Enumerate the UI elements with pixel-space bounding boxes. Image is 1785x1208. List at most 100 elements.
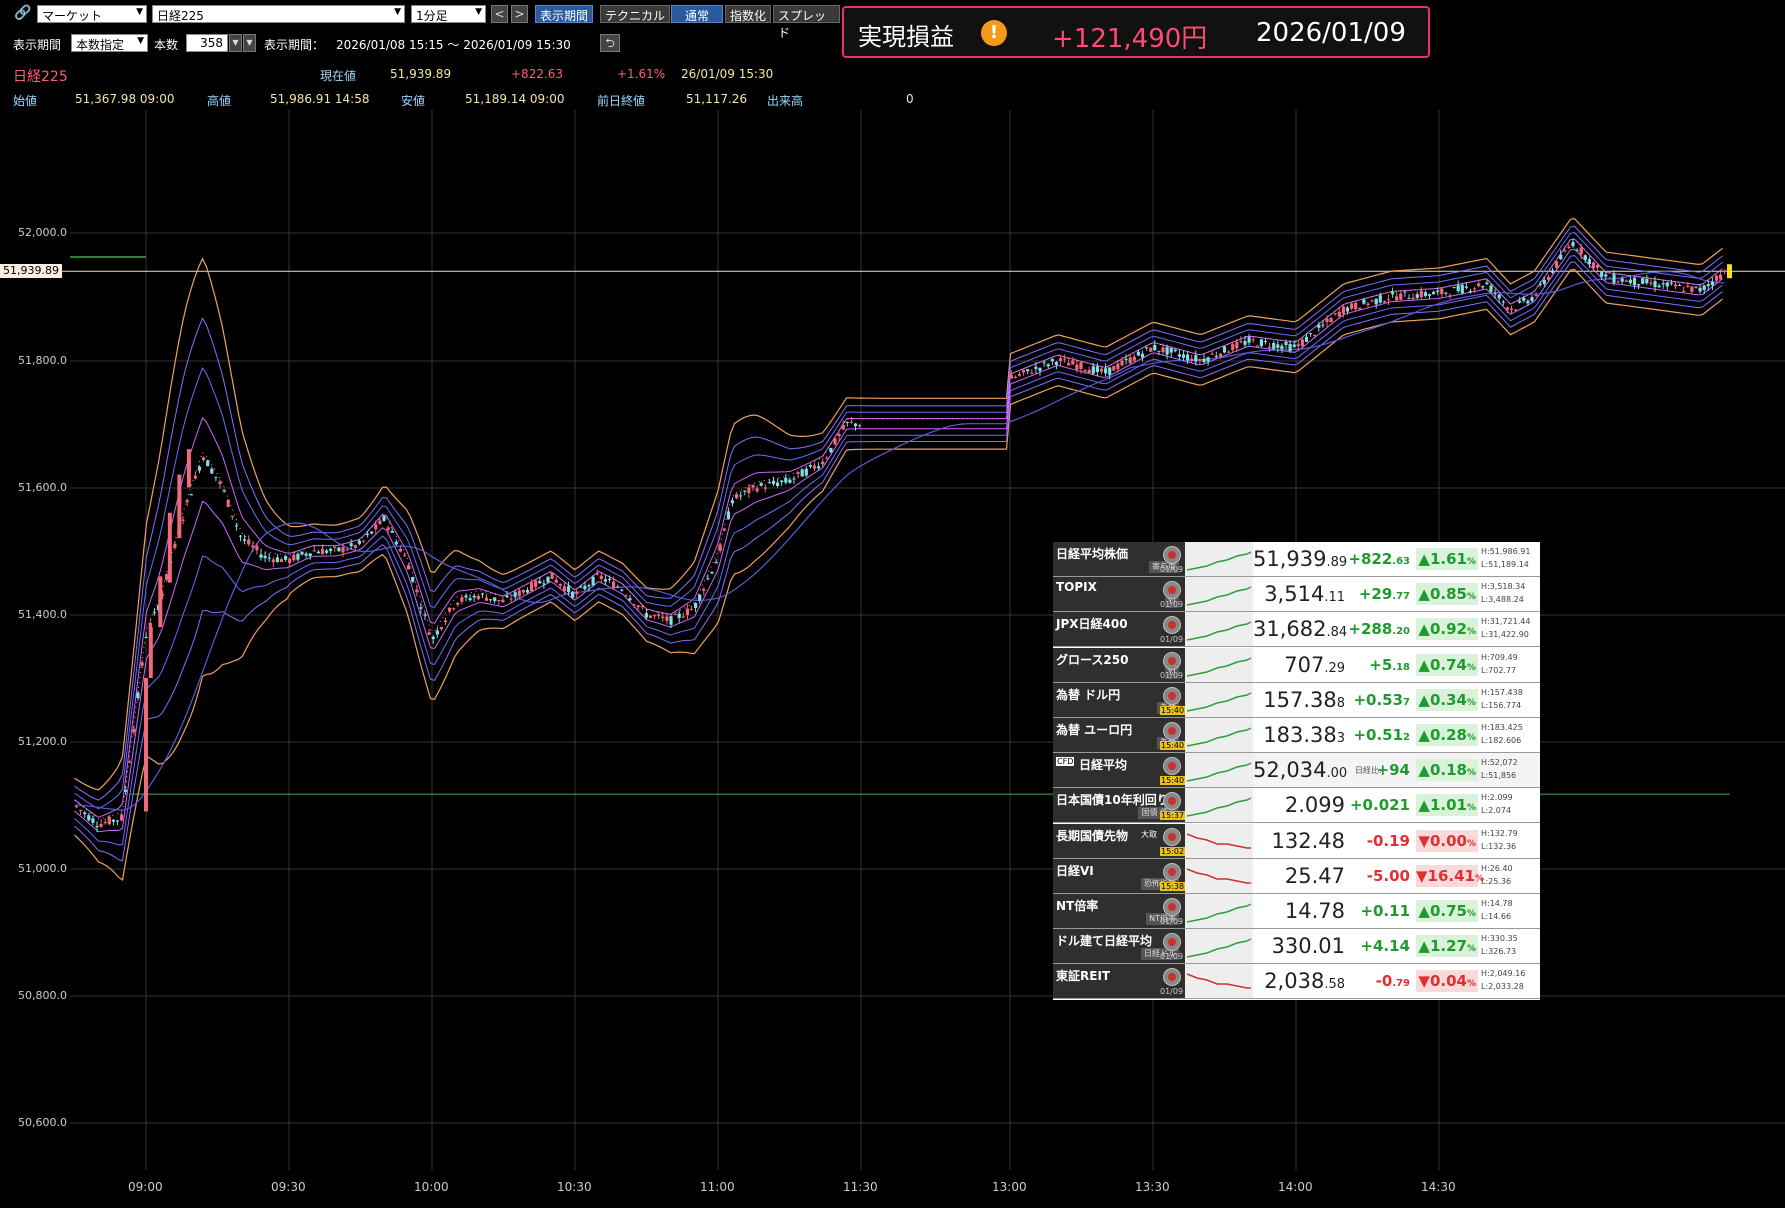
period-mode-select[interactable]: 本数指定 ▼ [71,34,148,52]
candle-body [566,586,571,592]
market-name: TOPIX [1056,580,1097,595]
market-price: 2.099 [1253,788,1345,822]
market-row[interactable]: NT倍率 NT倍率 01/09 14.78 +0.11 ▲0.75% H:14.78 L:14… [1053,894,1540,929]
sparkline [1185,929,1253,964]
flag-icon [1163,757,1181,776]
market-name-cell: NT倍率 NT倍率 01/09 [1053,894,1185,928]
warning-icon[interactable]: ! [981,20,1007,46]
symbol-select-value: 日経225 [157,9,204,23]
candle-body [607,578,612,580]
market-row[interactable]: TOPIX Y! 01/09 3,514.11 +29.77 ▲0.85% H:3,518.… [1053,577,1540,613]
market-row[interactable]: 日経平均株価 寄与度 01/09 51,939.89 +822.63 ▲1.61% H:51… [1053,542,1540,577]
market-row[interactable]: 為替 ユーロ円為替15:40183.383+0.512▲0.28%H:183.4… [1053,718,1540,753]
candle-body [1423,292,1427,297]
candle-body [1222,346,1227,353]
count-input[interactable]: 358 [186,34,228,52]
normal-button[interactable]: 通常 [671,5,723,23]
flag-icon [1163,827,1181,846]
price-sub: 8 [1336,695,1345,711]
candle-body [464,595,468,598]
interval-select[interactable]: 1分足 ▼ [411,5,486,23]
market-select[interactable]: マーケット ▼ [37,5,147,23]
candle-body [1719,274,1723,280]
market-sub-button[interactable]: 寄与度 [1149,561,1179,573]
market-low: L:326.73 [1481,947,1517,957]
market-high-low: H:51,986.91 L:51,189.14 [1481,545,1530,571]
market-sub-button[interactable]: Y! [1164,596,1179,609]
candle-body [333,546,337,548]
candle-body [1690,286,1694,292]
candle-body [1116,363,1120,370]
candle-body [74,806,79,808]
candle-body [1440,288,1444,295]
candle-body [1555,261,1559,268]
price-sub: 3 [1336,731,1345,746]
candle-body [1128,357,1132,364]
prev-button[interactable]: < [491,5,508,23]
count-stepper[interactable]: ▼ [229,34,242,52]
return-icon[interactable]: ⮌ [600,34,620,52]
market-high: H:709.49 [1481,652,1518,662]
candle-body [1456,285,1460,292]
market-row[interactable]: 為替 ドル円為替15:40157.388+0.537▲0.34%H:157.43… [1053,682,1540,718]
candle-body [1546,276,1550,280]
market-row[interactable]: JPX日経400 01/09 31,682.84 +288.20 ▲0.92% H:31,… [1053,612,1540,648]
spread-button[interactable]: スプレッド [773,5,840,40]
candle-body [1436,290,1440,292]
technical-button[interactable]: テクニカル [600,5,671,23]
current-label: 現在値 [320,69,357,83]
candle-body [1186,354,1190,361]
candle-body [1575,249,1579,251]
market-sub-button[interactable]: Y! [1164,666,1179,679]
candle-body [1559,254,1563,260]
market-sub-button[interactable]: 日経ドル [1141,948,1179,961]
market-high-low: H:157.438 L:156.774 [1481,686,1523,712]
volume-value: 0 [906,92,914,106]
candle-body [1046,364,1050,367]
market-change: +4.14 [1345,929,1410,963]
market-pct: ▼16.41% [1416,864,1485,887]
candle-body [1538,283,1542,285]
market-sub-button[interactable]: NT倍率 [1146,913,1179,925]
candle-body [1493,293,1497,295]
market-row[interactable]: CFD 日経平均 15:40 52,034.00 日経比: +94 ▲0.18% H:52,0… [1053,753,1540,789]
market-low: L:702.77 [1481,665,1517,675]
candle-body [448,607,452,612]
index-button[interactable]: 指数化 [725,5,772,23]
candle-body [1198,359,1202,361]
bollinger-upper [74,217,1723,791]
bollinger-lower [74,254,1723,846]
market-pct: ▼0.00% [1416,829,1478,852]
candle-body [1276,344,1280,348]
count-stepper-menu[interactable]: ▼ [243,34,256,52]
market-row[interactable]: 日経VI恐怖指数15:38 25.47 -5.00 ▼16.41%H:26.40 L:2… [1053,858,1540,894]
pct-main: ▲0.18 [1418,761,1467,780]
price-chart[interactable] [0,110,1785,1180]
market-row[interactable]: 日本国債10年利回り 国債 債券 15:37 2.099 +0.021 ▲1.01% H:2… [1053,788,1540,824]
candle-body [99,823,103,827]
market-low: L:2,033.28 [1481,982,1524,992]
candle-body [161,594,165,596]
flag-icon [1163,581,1181,600]
candle-body [1534,294,1538,296]
candle-body [858,425,862,427]
candle-body [501,599,505,603]
market-overview-table: 日経平均株価 寄与度 01/09 51,939.89 +822.63 ▲1.61% H:51… [1053,542,1540,1000]
candle-body [1058,358,1063,362]
market-row[interactable]: グロース250 Y! 01/09 707.29 +5.18 ▲0.74% H:709.49 L… [1053,647,1540,683]
candle-body [685,608,689,616]
candle-body [562,586,566,592]
market-row[interactable]: 長期国債先物 大取 15:02 132.48 -0.19 ▼0.00% H:132.79 L:… [1053,823,1540,859]
candle-body [390,530,394,533]
toolbar: 🔗 マーケット ▼ 日経225 ▼ 1分足 ▼ < > 表示期間 テクニカル 通常 指… [0,0,840,40]
symbol-select[interactable]: 日経225 ▼ [152,5,405,23]
next-button[interactable]: > [511,5,528,23]
market-name-cell: 日経VI恐怖指数15:38 [1053,858,1186,893]
candle-body [1165,347,1169,355]
candle-body [1374,298,1378,305]
market-row[interactable]: 東証REIT 01/09 2,038.58 -0.79 ▼0.04% H:2,049.16… [1053,964,1540,1000]
market-row[interactable]: ドル建て日経平均 日経ドル 01/09 330.01 +4.14 ▲1.27% H:330.… [1053,929,1540,965]
link-icon[interactable]: 🔗 [14,5,32,21]
candle-body [661,616,665,619]
period-button[interactable]: 表示期間 [535,5,594,23]
